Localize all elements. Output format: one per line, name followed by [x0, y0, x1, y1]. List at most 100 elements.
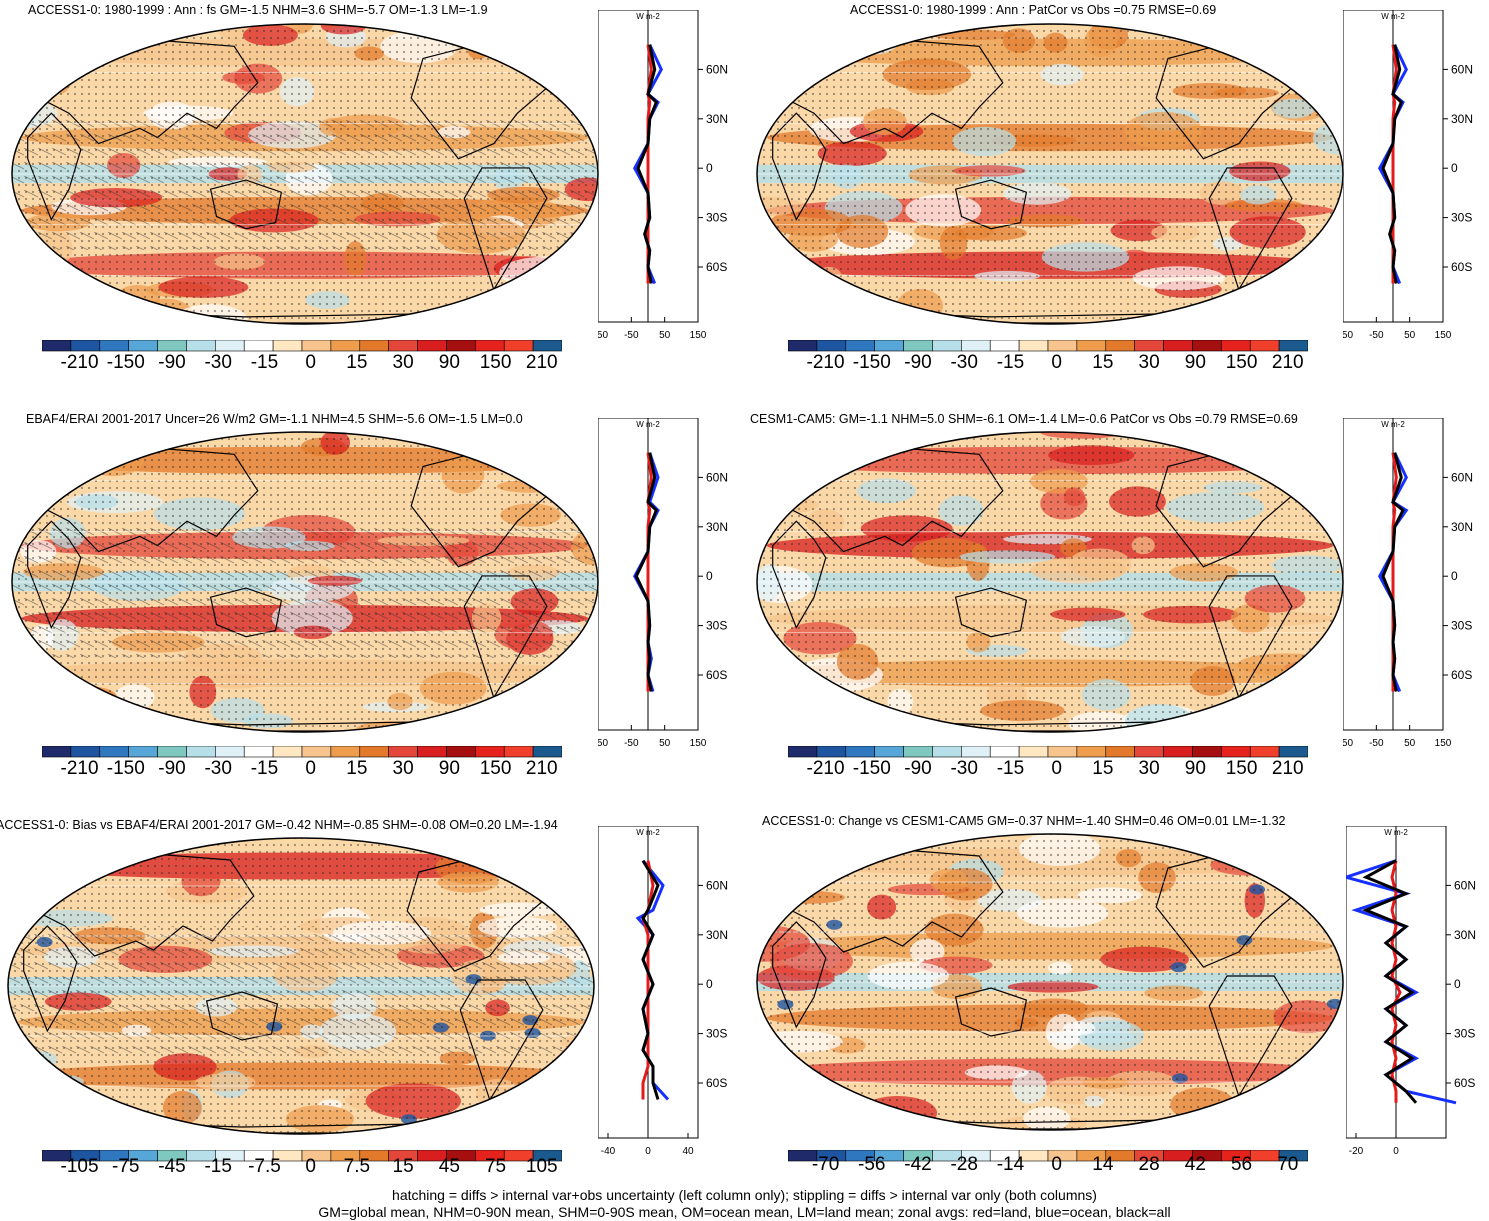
anomaly-blob	[526, 838, 593, 848]
zonal-all-line	[1362, 859, 1418, 1104]
anomaly-blob-strong	[786, 1124, 803, 1130]
lat-tick-label: 60N	[1454, 878, 1476, 892]
lat-tick-label: 0	[706, 161, 713, 175]
anomaly-blob	[1251, 432, 1305, 448]
colorbar-swatch	[157, 340, 187, 352]
colorbar-swatch	[903, 746, 933, 758]
anomaly-blob	[536, 465, 571, 491]
colorbar-label: 7.5	[343, 1156, 371, 1177]
colorbar-swatch	[301, 340, 332, 352]
zonal-x-tick-label: 50	[1404, 330, 1416, 341]
colorbar-swatch	[417, 340, 447, 352]
colorbar-label: -30	[204, 758, 232, 779]
zonal-land-line	[1390, 860, 1402, 1103]
zonal-all-line	[1381, 452, 1405, 692]
colorbar-swatch	[1249, 746, 1280, 758]
colorbar-swatch	[128, 746, 158, 758]
zonal-unit-label: W m-2	[1384, 828, 1408, 837]
colorbar-swatch	[788, 746, 818, 758]
zonal-x-tick-label: 0	[645, 1146, 651, 1157]
colorbar-label: 56	[1230, 1154, 1253, 1175]
zonal-x-tick-label: 0	[1393, 1146, 1399, 1157]
colorbar-swatch	[961, 340, 991, 352]
colorbar-label: 0	[1051, 352, 1062, 373]
colorbar-label: -15	[996, 758, 1025, 779]
colorbar-label: -90	[904, 352, 932, 373]
colorbar-1	[788, 340, 1308, 352]
colorbar-swatch	[157, 746, 187, 758]
colorbar-label: 15	[346, 352, 368, 373]
hatching	[12, 521, 598, 658]
anomaly-blob	[757, 467, 813, 484]
colorbar-label: -42	[904, 1154, 932, 1175]
colorbar-label: -90	[904, 758, 932, 779]
colorbar-swatch	[272, 340, 303, 352]
lat-tick-label: 30S	[1451, 619, 1472, 633]
hatching	[8, 926, 594, 1061]
colorbar-label: 0	[1051, 1154, 1062, 1175]
anomaly-blob-strong	[529, 858, 546, 869]
colorbar-swatch	[1221, 340, 1251, 352]
global-map-4	[7, 837, 595, 1135]
colorbar-swatch	[989, 746, 1020, 758]
lat-tick-label: 30N	[1454, 928, 1476, 942]
anomaly-blob	[66, 301, 90, 322]
colorbar-label: -30	[950, 352, 978, 373]
colorbar-swatch	[1047, 746, 1078, 758]
zonal-x-tick-label: -50	[624, 738, 639, 749]
zonal-unit-label: W m-2	[636, 420, 660, 429]
colorbar-swatch	[359, 340, 389, 352]
colorbar-label: -90	[158, 758, 186, 779]
zonal-all-line	[1381, 44, 1404, 284]
colorbar-label: -70	[811, 1154, 840, 1175]
colorbar-label: 30	[1138, 352, 1160, 373]
lat-tick-label: 0	[706, 569, 713, 583]
colorbar-label: -210	[60, 758, 99, 779]
anomaly-blob	[808, 853, 855, 869]
colorbar-label: 30	[392, 352, 414, 373]
lat-tick-label: 30S	[1454, 1027, 1475, 1041]
colorbar-label: -150	[106, 758, 145, 779]
colorbar-swatch	[446, 746, 476, 758]
colorbar-label: 90	[1184, 352, 1206, 373]
colorbar-swatch	[1163, 746, 1193, 758]
colorbar-swatch	[1278, 340, 1308, 352]
lat-tick-label: 60N	[706, 470, 728, 484]
colorbar-label: -15	[996, 352, 1025, 373]
anomaly-blob	[31, 310, 129, 324]
colorbar-swatch	[1134, 746, 1164, 758]
panel-title-1: ACCESS1-0: 1980-1999 : Ann : PatCor vs O…	[850, 3, 1217, 17]
zonal-mean-plot-4: W m-2 60N 30N 0 30S 60S -40 0 40	[598, 826, 728, 1157]
colorbar-swatch	[816, 340, 847, 352]
colorbar-swatch	[99, 340, 129, 352]
colorbar-label: -210	[806, 352, 845, 373]
colorbar-label: -150	[852, 352, 891, 373]
colorbar-label: 150	[1225, 758, 1258, 779]
lat-tick-label: 0	[1451, 161, 1458, 175]
colorbar-swatch	[503, 340, 534, 352]
anomaly-blob	[460, 432, 514, 454]
anomaly-blob	[762, 432, 784, 447]
colorbar-swatch	[475, 746, 505, 758]
colorbar-swatch	[128, 340, 158, 352]
colorbar-label: 30	[1138, 758, 1160, 779]
lat-tick-label: 0	[1454, 977, 1461, 991]
zonal-x-tick-label: -150	[1343, 738, 1353, 749]
lat-tick-label: 30S	[706, 619, 727, 633]
colorbar-swatch	[903, 340, 933, 352]
colorbar-label: 210	[1271, 758, 1304, 779]
colorbar-label: 210	[1271, 352, 1304, 373]
footer-line-1: hatching = diffs > internal var+obs unce…	[392, 1187, 1097, 1203]
colorbar-swatch	[388, 746, 418, 758]
colorbar-swatch	[1163, 340, 1193, 352]
colorbar-label: 28	[1138, 1154, 1160, 1175]
colorbar-swatch	[1249, 340, 1280, 352]
colorbar-label: -56	[858, 1154, 886, 1175]
colorbar-swatch	[874, 746, 904, 758]
colorbar-label: -7.5	[248, 1156, 281, 1177]
lat-tick-label: 30N	[1451, 520, 1473, 534]
anomaly-blob	[12, 295, 77, 321]
colorbar-swatch	[1192, 746, 1222, 758]
colorbar-label: 15	[346, 758, 368, 779]
colorbar-label: -150	[852, 758, 891, 779]
